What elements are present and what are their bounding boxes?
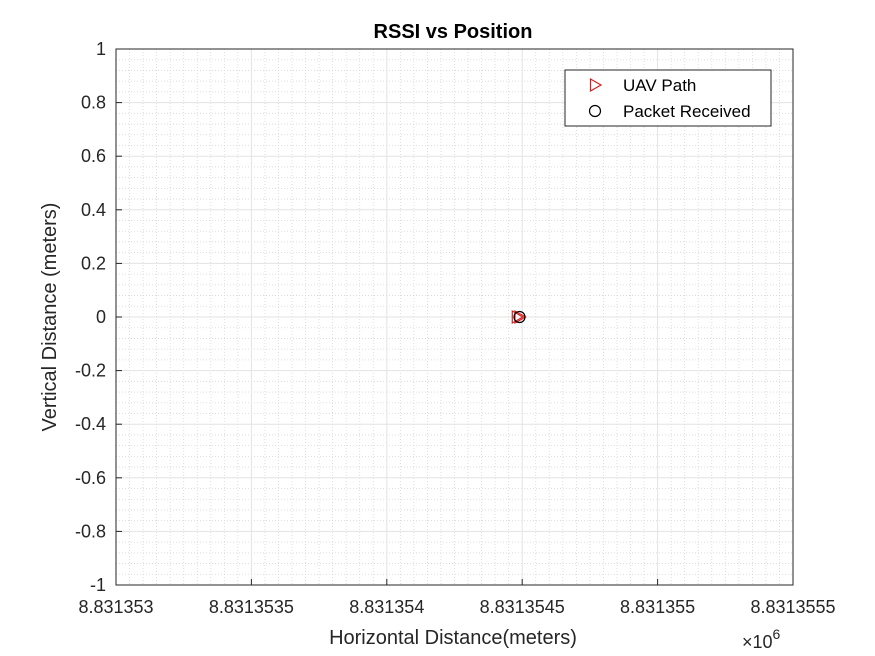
y-tick-label: -1 [90, 575, 106, 595]
y-tick-label: 0 [96, 307, 106, 327]
y-tick-label: -0.6 [75, 468, 106, 488]
x-multiplier: ×106 [742, 626, 781, 652]
uav-path-point [511, 309, 524, 325]
legend-triangle-icon [589, 77, 603, 93]
uav-path-point [514, 309, 527, 325]
x-tick-label: 8.8313535 [209, 597, 294, 617]
y-tick-label: -0.2 [75, 361, 106, 381]
x-tick-label: 8.831355 [620, 597, 695, 617]
x-tick-label: 8.831354 [349, 597, 424, 617]
packet-received-point [513, 310, 526, 324]
legend-box [564, 69, 772, 127]
y-tick-label: 0.8 [81, 93, 106, 113]
x-multiplier-base: ×10 [742, 632, 773, 652]
x-tick-label: 8.8313555 [750, 597, 835, 617]
y-tick-label: 0.2 [81, 253, 106, 273]
x-axis-label: Horizontal Distance(meters) [329, 627, 577, 649]
y-axis-ticks: 1 0.8 0.6 0.4 0.2 0 -0.2 -0.4 -0.6 -0.8 -1 [75, 39, 122, 595]
legend-circle-icon [588, 104, 602, 118]
y-tick-label: 0.4 [81, 200, 106, 220]
major-grid [115, 48, 794, 586]
data-marks [511, 309, 527, 325]
y-tick-label: -0.4 [75, 414, 106, 434]
legend-label: UAV Path [623, 76, 696, 95]
y-tick-label: 1 [96, 39, 106, 59]
x-axis-ticks: 8.831353 8.8313535 8.831354 8.8313545 8.8313… [78, 579, 836, 617]
y-tick-label: 0.6 [81, 146, 106, 166]
chart-title: RSSI vs Position [374, 21, 533, 43]
x-tick-label: 8.831353 [78, 597, 153, 617]
legend: UAV Path Packet Received [564, 69, 772, 127]
x-multiplier-exponent: 6 [773, 626, 781, 642]
y-tick-label: -0.8 [75, 521, 106, 541]
legend-label: Packet Received [623, 102, 751, 121]
y-axis-label: Vertical Distance (meters) [39, 203, 61, 432]
x-tick-label: 8.8313545 [480, 597, 565, 617]
